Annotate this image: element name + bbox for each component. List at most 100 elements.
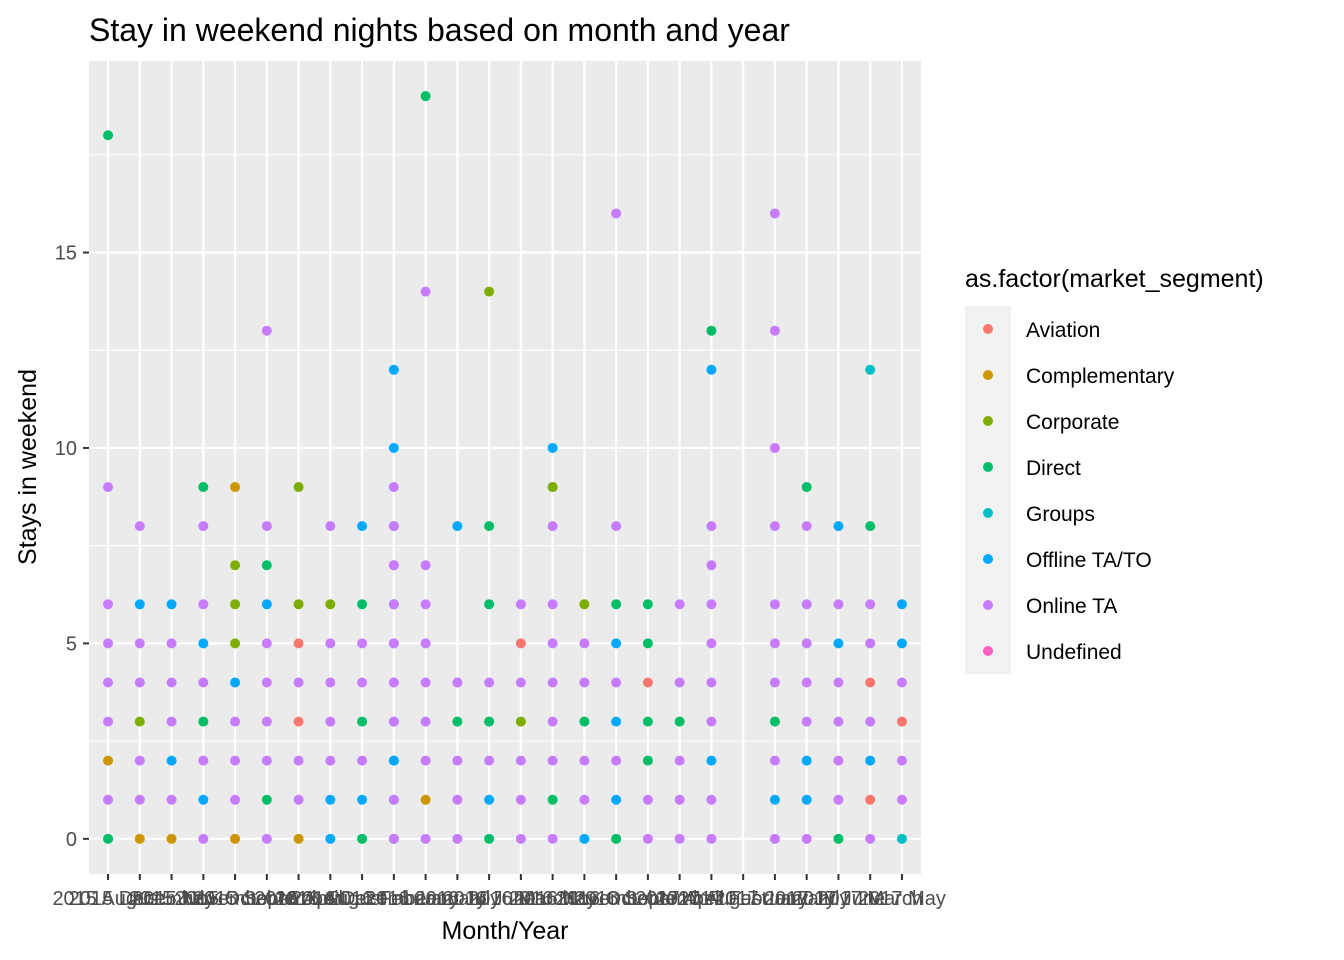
data-point bbox=[706, 599, 717, 610]
data-point bbox=[706, 794, 717, 805]
data-point bbox=[801, 521, 812, 532]
data-point bbox=[166, 638, 177, 649]
data-point bbox=[452, 794, 463, 805]
data-point bbox=[134, 638, 145, 649]
x-tick-label: 2017 May bbox=[858, 888, 946, 910]
data-point bbox=[388, 442, 399, 453]
data-point bbox=[547, 794, 558, 805]
data-point bbox=[706, 364, 717, 375]
data-point bbox=[515, 716, 526, 727]
data-point bbox=[325, 794, 336, 805]
data-point bbox=[325, 638, 336, 649]
data-point bbox=[230, 755, 241, 766]
data-point bbox=[547, 716, 558, 727]
data-point bbox=[134, 794, 145, 805]
data-point bbox=[896, 794, 907, 805]
data-point bbox=[261, 755, 272, 766]
data-point bbox=[579, 677, 590, 688]
data-point bbox=[611, 638, 622, 649]
data-point bbox=[611, 716, 622, 727]
data-point bbox=[611, 677, 622, 688]
data-point bbox=[484, 755, 495, 766]
data-point bbox=[769, 521, 780, 532]
data-point bbox=[198, 638, 209, 649]
data-point bbox=[293, 638, 304, 649]
data-point bbox=[261, 325, 272, 336]
data-point bbox=[357, 599, 368, 610]
legend-label: Offline TA/TO bbox=[1026, 549, 1152, 572]
data-point bbox=[103, 130, 114, 141]
data-point bbox=[388, 755, 399, 766]
data-point bbox=[261, 716, 272, 727]
data-point bbox=[134, 716, 145, 727]
data-point bbox=[801, 482, 812, 493]
data-point bbox=[325, 833, 336, 844]
data-point bbox=[642, 638, 653, 649]
data-point bbox=[420, 560, 431, 571]
data-point bbox=[420, 833, 431, 844]
data-point bbox=[706, 560, 717, 571]
data-point bbox=[198, 677, 209, 688]
data-point bbox=[547, 638, 558, 649]
data-point bbox=[801, 794, 812, 805]
data-point bbox=[865, 599, 876, 610]
legend-label: Groups bbox=[1026, 503, 1095, 526]
y-axis-title: Stays in weekend bbox=[14, 369, 42, 565]
data-point bbox=[515, 794, 526, 805]
data-point bbox=[452, 716, 463, 727]
data-point bbox=[166, 716, 177, 727]
data-point bbox=[420, 286, 431, 297]
legend-key-dot bbox=[983, 646, 993, 656]
data-point bbox=[642, 755, 653, 766]
y-axis: 0 5 10 15 bbox=[55, 243, 89, 851]
data-point bbox=[515, 638, 526, 649]
plot-panel bbox=[89, 61, 921, 874]
x-tick-label: 2016 April bbox=[254, 888, 343, 910]
data-point bbox=[388, 560, 399, 571]
x-tick-label: 2016 February bbox=[329, 888, 459, 910]
data-point bbox=[515, 755, 526, 766]
data-point bbox=[896, 716, 907, 727]
data-point bbox=[103, 833, 114, 844]
data-point bbox=[579, 755, 590, 766]
data-point bbox=[674, 677, 685, 688]
data-point bbox=[611, 599, 622, 610]
legend-label: Complementary bbox=[1026, 365, 1175, 388]
data-point bbox=[833, 521, 844, 532]
data-point bbox=[388, 716, 399, 727]
data-point bbox=[388, 364, 399, 375]
data-point bbox=[103, 716, 114, 727]
data-point bbox=[261, 677, 272, 688]
data-point bbox=[547, 442, 558, 453]
legend-key-dot bbox=[983, 462, 993, 472]
data-point bbox=[230, 560, 241, 571]
x-tick-label: 2016 December bbox=[291, 888, 434, 910]
data-point bbox=[230, 638, 241, 649]
x-tick-label: 2015 September bbox=[193, 888, 341, 910]
legend-label: Online TA bbox=[1026, 595, 1117, 618]
data-point bbox=[769, 794, 780, 805]
data-point bbox=[896, 677, 907, 688]
data-point bbox=[484, 677, 495, 688]
data-point bbox=[166, 599, 177, 610]
data-point bbox=[293, 677, 304, 688]
data-point bbox=[230, 716, 241, 727]
data-point bbox=[896, 755, 907, 766]
legend-title: as.factor(market_segment) bbox=[965, 265, 1264, 293]
data-point bbox=[198, 716, 209, 727]
data-point bbox=[769, 638, 780, 649]
y-tick-label: 10 bbox=[55, 438, 77, 460]
data-point bbox=[293, 482, 304, 493]
data-point bbox=[420, 716, 431, 727]
data-point bbox=[452, 833, 463, 844]
legend-key-dot bbox=[983, 324, 993, 334]
data-point bbox=[388, 833, 399, 844]
data-point bbox=[642, 677, 653, 688]
x-tick-label: 2017 July bbox=[764, 888, 850, 910]
data-point bbox=[579, 716, 590, 727]
data-point bbox=[579, 599, 590, 610]
data-point bbox=[388, 794, 399, 805]
data-point bbox=[547, 833, 558, 844]
data-point bbox=[865, 716, 876, 727]
